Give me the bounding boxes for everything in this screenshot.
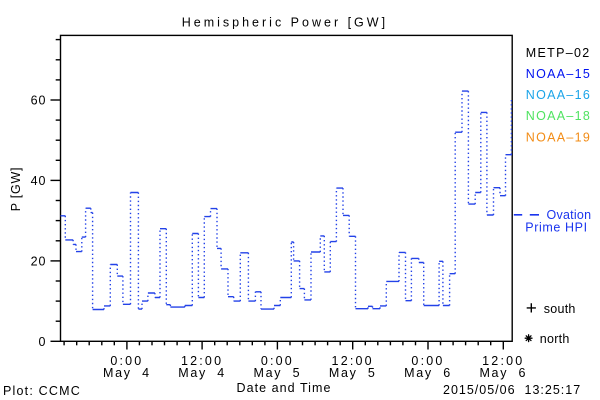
svg-text:May 6: May 6 [404,366,452,380]
svg-text:May 6: May 6 [479,366,527,380]
svg-text:NOAA–16: NOAA–16 [526,88,591,102]
svg-text:Hemispheric Power [GW]: Hemispheric Power [GW] [182,16,388,30]
svg-text:Prime HPI: Prime HPI [525,221,587,235]
svg-text:0:00: 0:00 [110,354,143,368]
svg-text:Plot: CCMC: Plot: CCMC [3,384,81,398]
svg-text:P [GW]: P [GW] [9,167,23,212]
svg-text:METP–02: METP–02 [526,46,591,60]
svg-text:12:00: 12:00 [482,354,524,368]
svg-text:12:00: 12:00 [332,354,374,368]
svg-text:40: 40 [31,174,47,188]
svg-text:May 4: May 4 [178,366,226,380]
svg-text:south: south [544,302,576,316]
svg-text:May 5: May 5 [254,366,302,380]
svg-text:May 5: May 5 [329,366,377,380]
svg-text:60: 60 [31,94,47,108]
svg-text:0: 0 [39,335,47,349]
svg-text:0:00: 0:00 [411,354,444,368]
svg-text:NOAA–15: NOAA–15 [526,67,591,81]
svg-text:north: north [540,332,570,346]
svg-text:Ovation: Ovation [547,208,592,222]
svg-text:NOAA–19: NOAA–19 [526,130,591,144]
svg-text:2015/05/06 13:25:17: 2015/05/06 13:25:17 [443,383,581,397]
svg-text:12:00: 12:00 [181,354,223,368]
svg-text:May 4: May 4 [103,366,151,380]
svg-text:NOAA–18: NOAA–18 [526,109,591,123]
svg-text:20: 20 [31,255,47,269]
svg-text:Date and Time: Date and Time [237,381,332,395]
svg-text:0:00: 0:00 [261,354,294,368]
